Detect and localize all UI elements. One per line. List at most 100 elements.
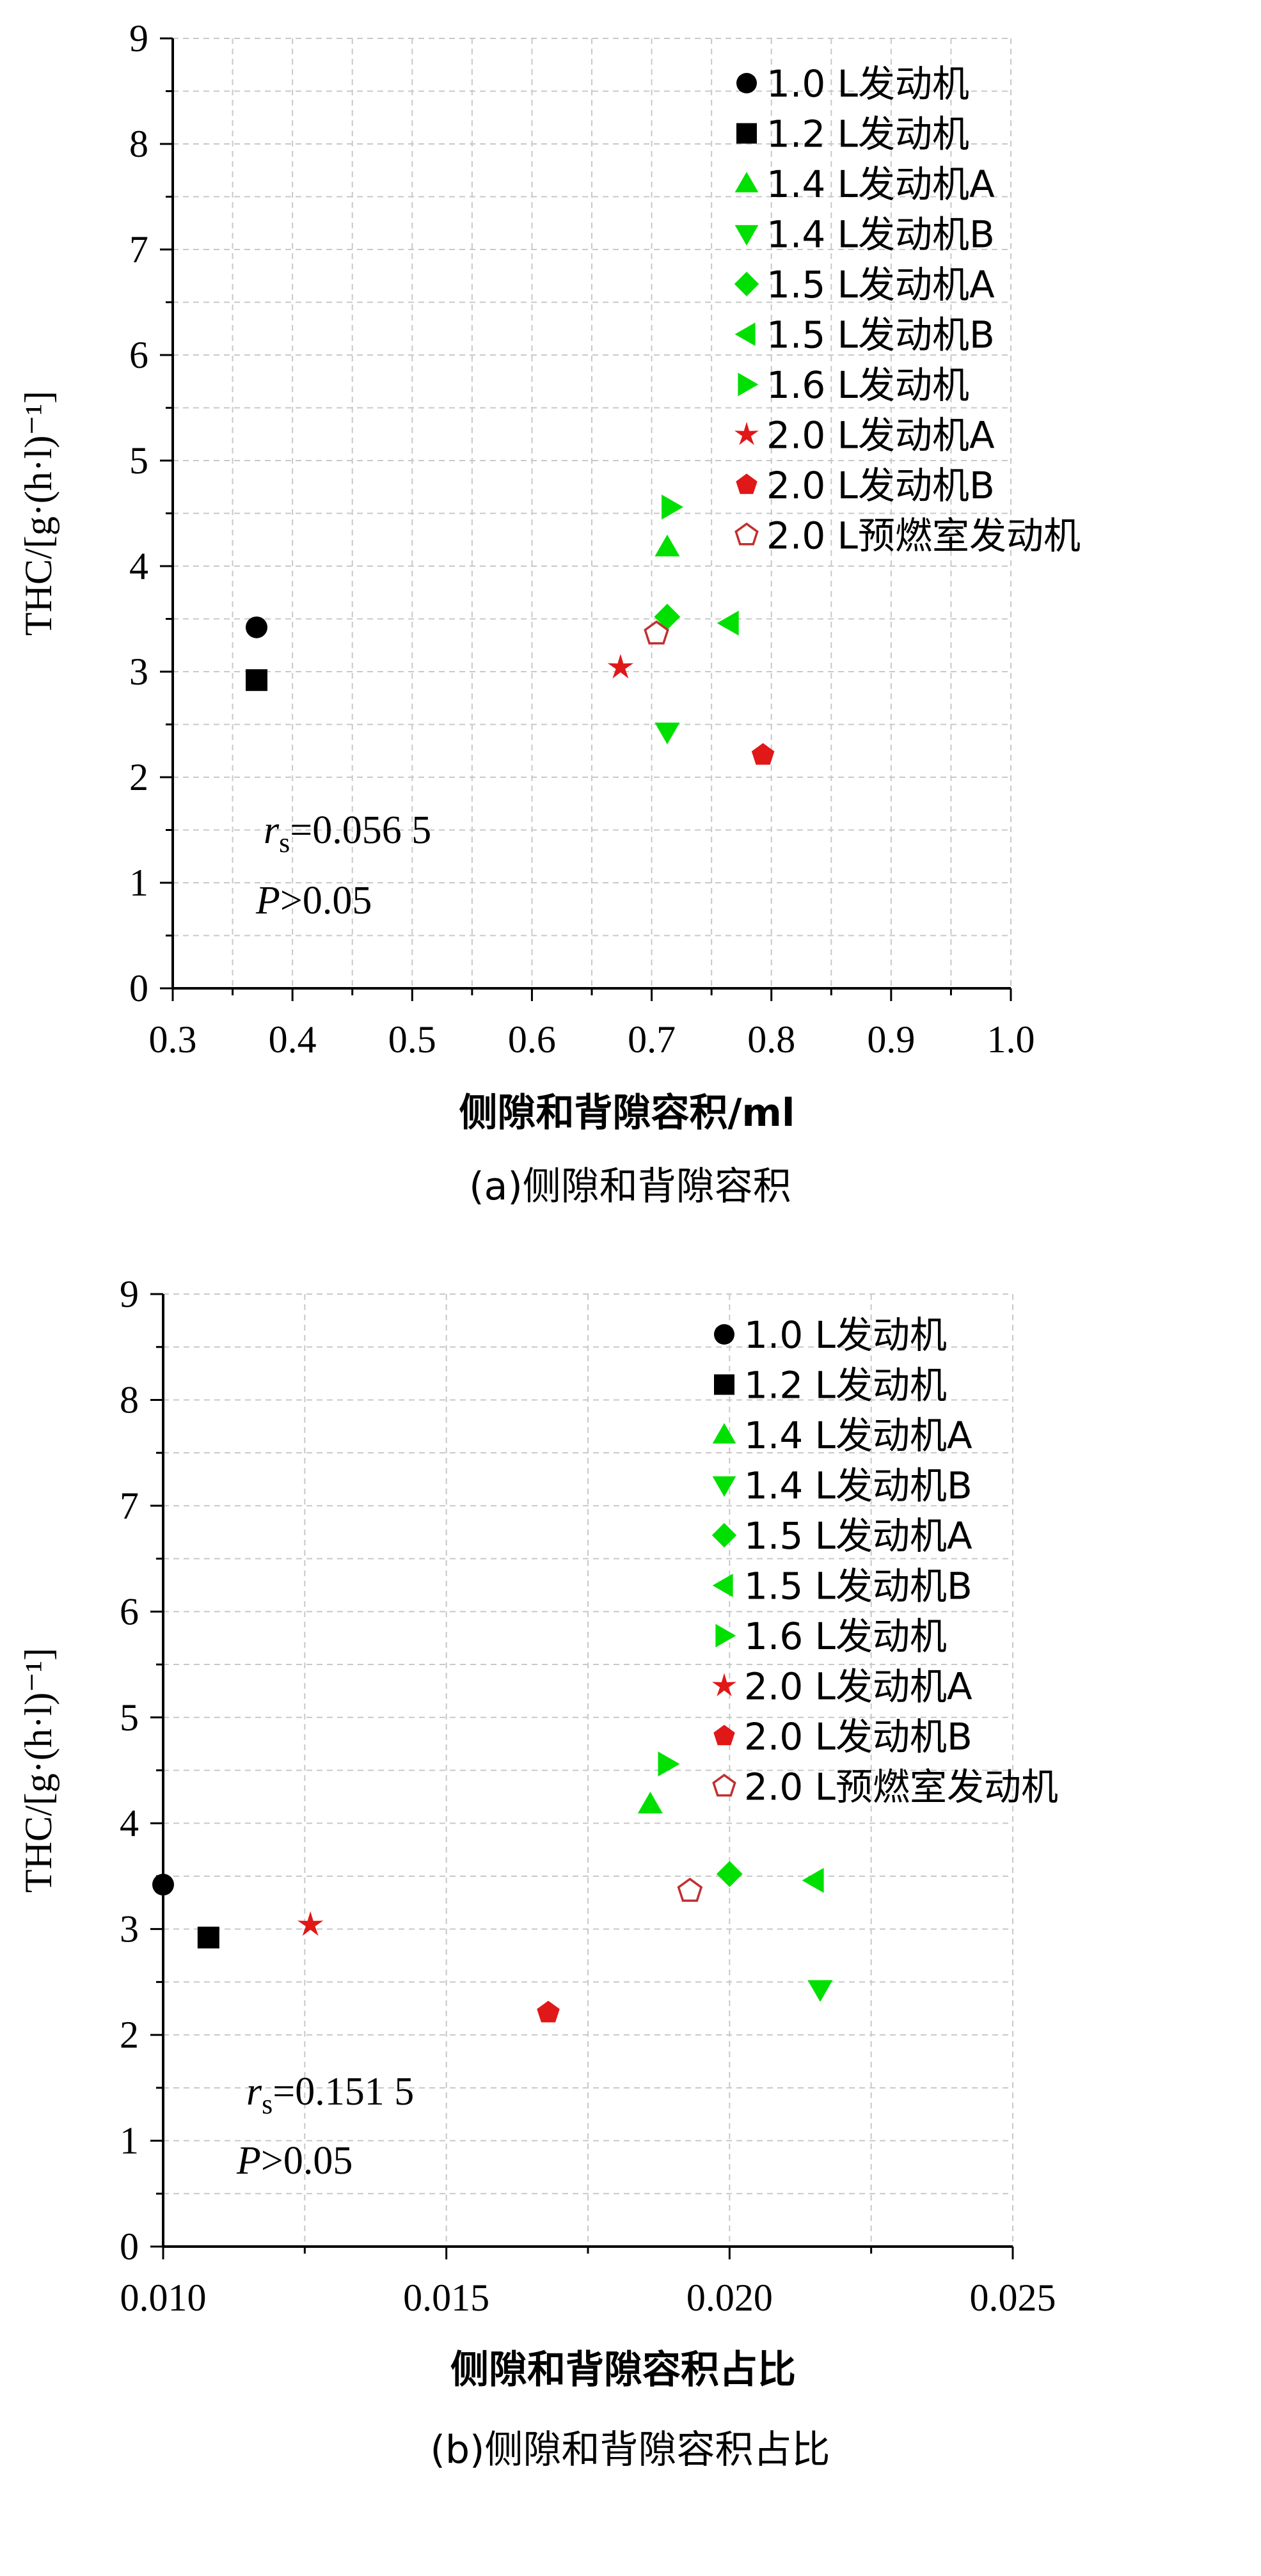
data-point — [717, 610, 739, 636]
legend-label: 2.0 L发动机A — [766, 414, 995, 457]
legend-marker — [734, 422, 759, 445]
legend-label: 1.5 L发动机A — [766, 263, 995, 306]
data-point — [607, 654, 634, 679]
legend: 1.0 L发动机 1.2 L发动机 1.4 L发动机A 1.4 L发动机B 1.5 L发… — [711, 1313, 1058, 1809]
y-tick-label: 5 — [120, 1696, 139, 1739]
data-point — [537, 2000, 560, 2023]
x-axis-label: 侧隙和背隙容积占比 — [450, 2348, 796, 2392]
legend-label: 1.2 L发动机 — [766, 113, 969, 156]
legend-label: 1.4 L发动机B — [766, 213, 995, 257]
x-tick-label: 1.0 — [987, 1018, 1035, 1061]
legend-label: 1.5 L发动机B — [766, 313, 995, 357]
legend-label: 1.6 L发动机 — [744, 1615, 947, 1658]
legend-label: 1.4 L发动机B — [744, 1464, 972, 1508]
data-point — [751, 743, 775, 765]
data-point — [644, 620, 669, 645]
chart-b: 0.010 0.015 0.020 0.025 0 1 2 3 4 5 6 7 8 9 侧隙和背隙容积占比 T… — [17, 1273, 1058, 2472]
legend-marker — [738, 372, 759, 397]
rs-annotation: rs=0.056 5 — [264, 809, 431, 858]
data-points — [152, 1751, 833, 2023]
data-point — [802, 1868, 824, 1893]
legend-marker — [736, 473, 757, 494]
data-point — [807, 1980, 833, 2002]
legend-label: 1.0 L发动机 — [766, 62, 969, 106]
legend-label: 2.0 L预燃室发动机 — [766, 514, 1081, 558]
y-tick-label: 0 — [120, 2225, 139, 2268]
y-tick-label: 7 — [120, 1485, 139, 1527]
data-point — [297, 1911, 324, 1936]
x-tick-label: 0.4 — [269, 1018, 317, 1061]
data-point — [654, 534, 680, 557]
legend-marker — [712, 1574, 733, 1597]
legend-label: 2.0 L预燃室发动机 — [744, 1766, 1058, 1809]
legend-marker — [736, 73, 757, 93]
x-axis-label: 侧隙和背隙容积/ml — [459, 1091, 795, 1135]
x-tick-label: 0.025 — [970, 2277, 1056, 2319]
y-tick-label: 3 — [129, 651, 148, 693]
y-tick-label: 7 — [129, 228, 148, 271]
y-axis-label: THC/[g·(h·l)⁻¹] — [17, 1648, 59, 1893]
data-points — [246, 494, 775, 765]
data-point — [658, 1751, 680, 1777]
y-tick-label: 6 — [120, 1590, 139, 1632]
y-tick-label: 6 — [129, 334, 148, 376]
legend-label: 1.2 L发动机 — [744, 1364, 947, 1407]
grid — [163, 1293, 1013, 2247]
x-tick-label: 0.015 — [403, 2277, 489, 2319]
y-tick-label: 9 — [120, 1273, 139, 1315]
y-tick-label: 2 — [129, 756, 148, 798]
legend-marker — [711, 1522, 737, 1548]
legend-marker — [712, 1673, 736, 1696]
y-tick-label: 5 — [129, 439, 148, 482]
data-point — [654, 722, 680, 745]
y-tick-label: 3 — [120, 1908, 139, 1950]
x-tick-label: 0.8 — [747, 1018, 795, 1061]
y-tick-label: 8 — [129, 123, 148, 165]
rs-annotation: rs=0.151 5 — [246, 2070, 414, 2120]
legend-marker — [712, 1476, 736, 1497]
legend-label: 2.0 L发动机A — [744, 1665, 972, 1709]
data-point — [662, 494, 684, 520]
figure-caption: (b)侧隙和背隙容积占比 — [431, 2428, 830, 2472]
data-point — [716, 1861, 743, 1887]
x-tick-label: 0.010 — [120, 2277, 207, 2319]
legend-marker — [715, 1624, 736, 1648]
y-tick-label: 2 — [120, 2014, 139, 2056]
y-tick-label: 1 — [120, 2120, 139, 2162]
data-point — [677, 1877, 703, 1902]
legend-label: 1.5 L发动机B — [744, 1565, 972, 1608]
legend-label: 2.0 L发动机B — [766, 464, 995, 507]
x-tick-label: 0.020 — [686, 2277, 773, 2319]
data-point — [197, 1926, 219, 1948]
legend-label: 1.4 L发动机A — [744, 1414, 972, 1457]
legend: 1.0 L发动机 1.2 L发动机 1.4 L发动机A 1.4 L发动机B 1.5 L发… — [734, 62, 1081, 558]
data-point — [637, 1791, 663, 1813]
legend-marker — [736, 123, 757, 144]
p-annotation: P>0.05 — [236, 2139, 353, 2183]
y-tick-label: 4 — [120, 1802, 139, 1844]
y-tick-label: 0 — [129, 967, 148, 1009]
figure-caption: (a)侧隙和背隙容积 — [469, 1164, 791, 1209]
legend-marker — [713, 1725, 735, 1746]
legend-marker — [734, 225, 759, 246]
y-tick-label: 1 — [129, 862, 148, 904]
grid — [173, 38, 1011, 988]
data-point — [246, 669, 267, 691]
y-tick-label: 8 — [120, 1379, 139, 1421]
x-tick-label: 0.3 — [149, 1018, 197, 1061]
y-axis-label: THC/[g·(h·l)⁻¹] — [17, 391, 59, 636]
legend-label: 1.6 L发动机 — [766, 363, 969, 407]
legend-marker — [734, 171, 759, 193]
y-tick-label: 9 — [129, 17, 148, 59]
legend-marker — [734, 271, 759, 297]
legend-marker — [734, 322, 756, 346]
legend-label: 1.4 L发动机A — [766, 162, 995, 206]
y-tick-label: 4 — [129, 545, 148, 587]
legend-label: 1.0 L发动机 — [744, 1313, 947, 1357]
x-tick-label: 0.9 — [867, 1018, 915, 1061]
legend-marker — [712, 1423, 736, 1444]
data-point — [654, 603, 681, 630]
x-tick-label: 0.7 — [628, 1018, 676, 1061]
x-tick-label: 0.5 — [388, 1018, 436, 1061]
